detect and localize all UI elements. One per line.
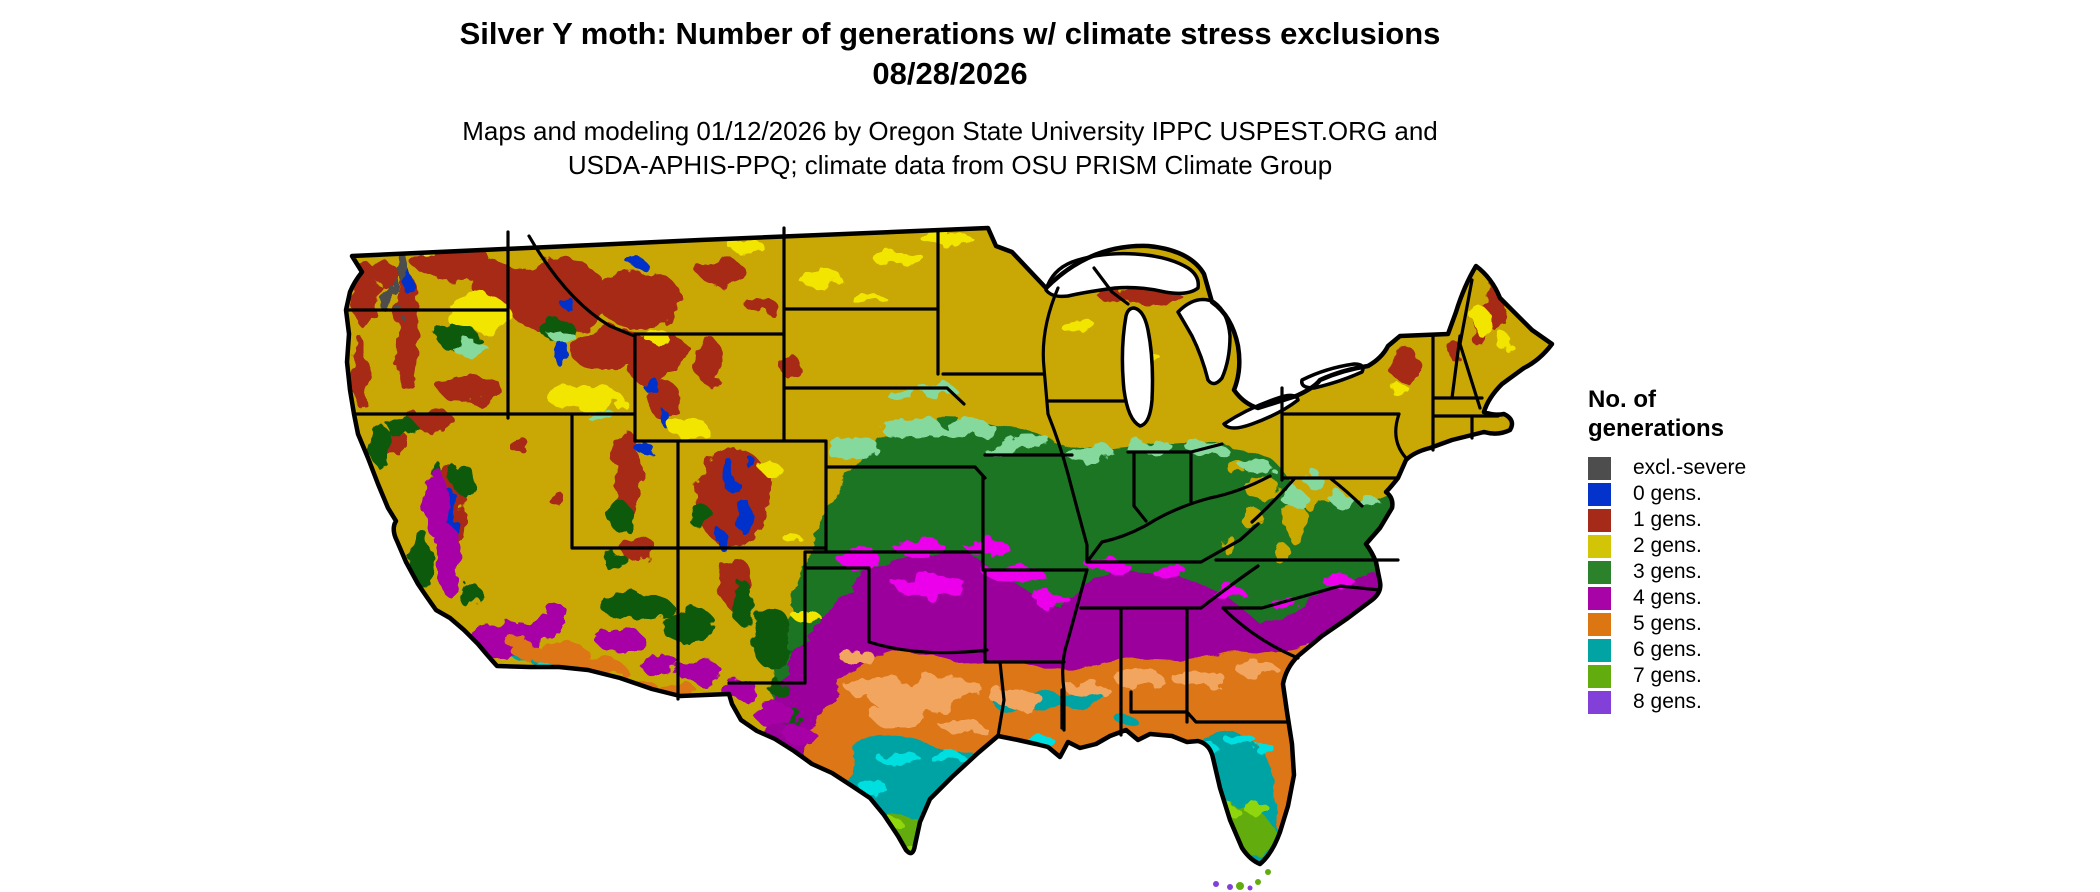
keys-7-gens-dots <box>1236 869 1271 890</box>
legend-row: excl.-severe <box>1588 455 1868 481</box>
lake-michigan <box>1120 306 1155 428</box>
patch <box>836 526 1404 612</box>
legend-row: 7 gens. <box>1588 663 1868 689</box>
legend-swatch <box>1588 586 1611 610</box>
credits-line-1: Maps and modeling 01/12/2026 by Oregon S… <box>462 116 1438 146</box>
patch <box>883 802 1269 860</box>
florida-keys-dots <box>1213 869 1271 891</box>
legend-swatch <box>1588 508 1611 532</box>
map-title-block: Silver Y moth: Number of generations w/ … <box>0 14 1900 94</box>
legend-swatch <box>1588 456 1611 480</box>
patch <box>503 634 698 700</box>
patches-3-gens-west <box>370 320 801 726</box>
map-credits-block: Maps and modeling 01/12/2026 by Oregon S… <box>0 114 1900 182</box>
legend-swatch <box>1588 482 1611 506</box>
legend-label: 8 gens. <box>1633 690 1702 713</box>
legend-row: 5 gens. <box>1588 611 1868 637</box>
legend-row: 3 gens. <box>1588 559 1868 585</box>
legend: No. of generations excl.-severe 0 gens. … <box>1588 385 1868 715</box>
legend-row: 6 gens. <box>1588 637 1868 663</box>
legend-label: excl.-severe <box>1633 456 1747 479</box>
patches-bright-magenta <box>836 526 1404 612</box>
patches-5-gens-west <box>503 634 698 700</box>
legend-label: 4 gens. <box>1633 586 1702 609</box>
legend-title: No. of generations <box>1588 385 1868 443</box>
legend-row: 8 gens. <box>1588 689 1868 715</box>
national-outline <box>343 225 1555 867</box>
legend-title-line-2: generations <box>1588 415 1725 442</box>
map-date: 08/28/2026 <box>872 56 1028 91</box>
patches-excl-severe <box>380 254 409 317</box>
legend-swatch <box>1588 560 1611 584</box>
legend-label: 5 gens. <box>1633 612 1702 635</box>
patch <box>452 331 1382 511</box>
legend-row: 1 gens. <box>1588 507 1868 533</box>
patch <box>370 320 801 726</box>
key-dot <box>1227 884 1233 890</box>
state-borders <box>344 226 1500 738</box>
credits-line-2: USDA-APHIS-PPQ; climate data from OSU PR… <box>567 150 1333 180</box>
page-title: Silver Y moth: Number of generations w/ … <box>459 16 1441 51</box>
legend-label: 7 gens. <box>1633 664 1702 687</box>
legend-row: 0 gens. <box>1588 481 1868 507</box>
legend-swatch <box>1588 664 1611 688</box>
regions-7-gens <box>883 805 1274 860</box>
patches-light-orange <box>840 646 1322 735</box>
legend-label: 3 gens. <box>1633 560 1702 583</box>
key-dot <box>1265 869 1271 875</box>
legend-label: 1 gens. <box>1633 508 1702 531</box>
legend-label: 6 gens. <box>1633 638 1702 661</box>
keys-8-gens-dots <box>1213 881 1253 891</box>
legend-row: 2 gens. <box>1588 533 1868 559</box>
legend-items: excl.-severe 0 gens. 1 gens. 2 gens. 3 g… <box>1588 455 1868 715</box>
patches-bright-chartreuse <box>883 802 1269 860</box>
lake-erie <box>1222 393 1300 430</box>
legend-title-line-1: No. of <box>1588 386 1656 413</box>
patches-4-gens-west <box>425 470 815 745</box>
map-raster-layers <box>346 228 1552 864</box>
legend-swatch <box>1588 690 1611 714</box>
key-dot <box>1247 885 1253 891</box>
legend-label: 2 gens. <box>1633 534 1702 557</box>
key-dot <box>1213 881 1219 887</box>
key-dot <box>1255 879 1261 885</box>
key-dot <box>1236 882 1244 890</box>
patch <box>380 254 409 317</box>
patch <box>425 470 815 745</box>
legend-swatch <box>1588 612 1611 636</box>
legend-label: 0 gens. <box>1633 482 1702 505</box>
patches-mint-transition <box>452 331 1382 511</box>
patch <box>840 646 1322 735</box>
legend-swatch <box>1588 638 1611 662</box>
legend-swatch <box>1588 534 1611 558</box>
legend-row: 4 gens. <box>1588 585 1868 611</box>
